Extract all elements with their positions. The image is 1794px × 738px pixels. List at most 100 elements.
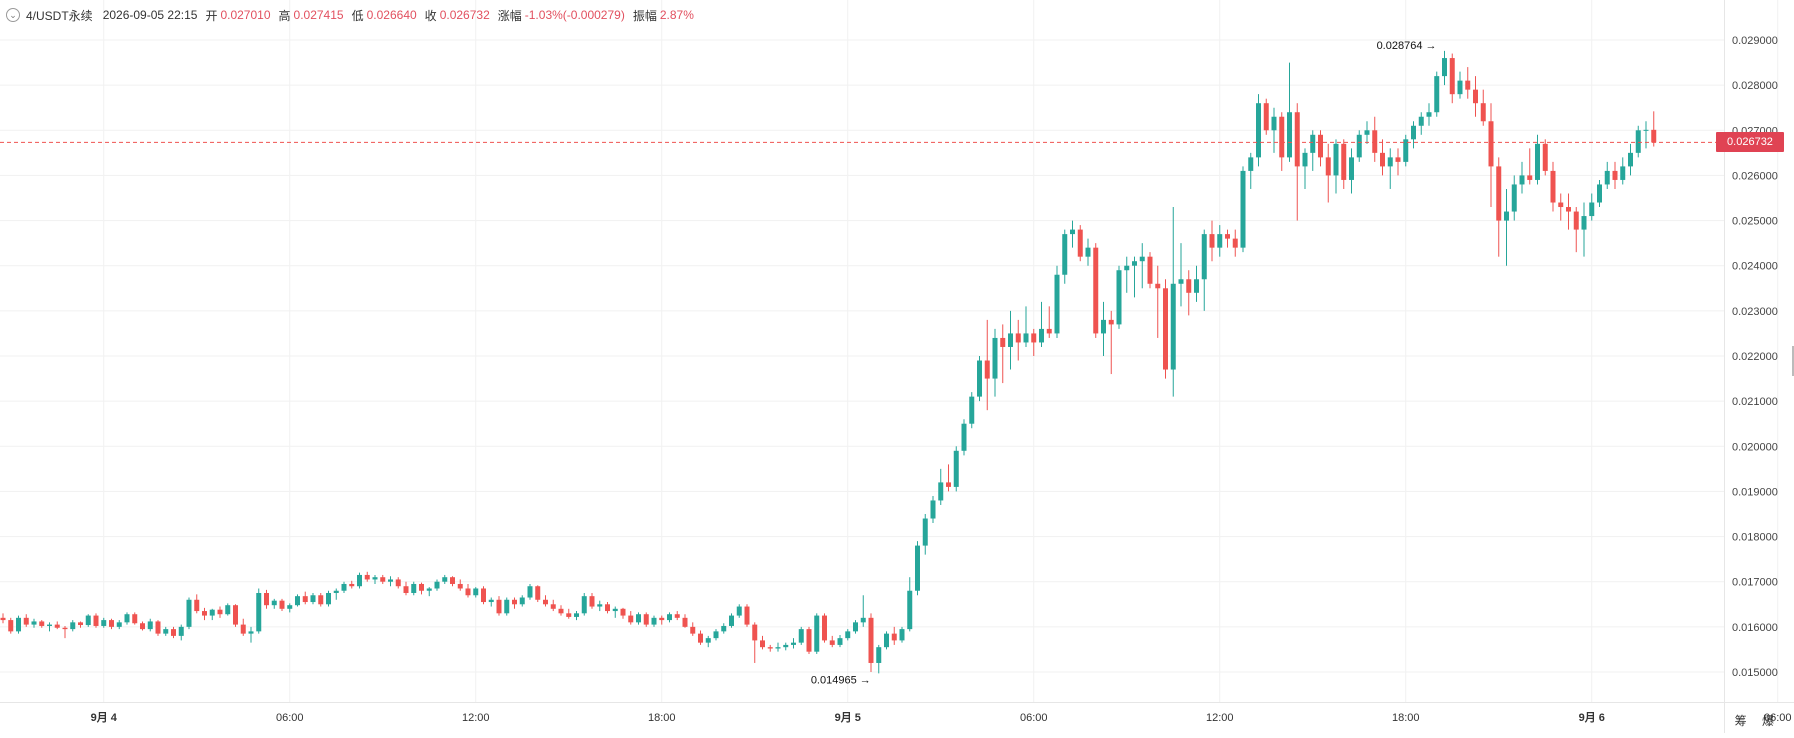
candle-body (674, 614, 680, 618)
candle (349, 580, 355, 589)
candle (1263, 98, 1269, 135)
candle-body (1124, 265, 1130, 271)
candle (938, 468, 944, 505)
candle-body (31, 621, 37, 625)
candle (116, 620, 122, 630)
low-value: 0.026640 (366, 8, 417, 22)
x-tick-label: 9月 4 (91, 711, 118, 724)
candle-body (543, 599, 548, 605)
candle-body (822, 615, 827, 641)
candle (411, 581, 417, 596)
candle (78, 621, 83, 628)
candle-body (1442, 58, 1447, 77)
candle-body (225, 605, 231, 615)
candle-body (1325, 157, 1331, 176)
candle-body (171, 629, 176, 636)
candle-body (124, 614, 130, 623)
candle-body (969, 396, 975, 424)
candle (504, 597, 510, 616)
candle (1341, 139, 1347, 189)
candle (1062, 229, 1068, 284)
candle-body (434, 581, 440, 589)
candle-body (915, 545, 920, 591)
candle-body (504, 599, 510, 614)
candle (953, 446, 959, 492)
candle-body (1294, 112, 1300, 167)
candle (0, 613, 6, 624)
candle (1139, 243, 1145, 289)
candle-body (930, 500, 936, 519)
y-tick-label: 0.022000 (1732, 351, 1778, 363)
collapse-chevron-icon[interactable]: ⌄ (6, 8, 20, 22)
candle-body (636, 614, 641, 623)
candle (124, 612, 130, 625)
candle-body (519, 597, 525, 605)
candle (388, 576, 393, 587)
x-tick-label: 9月 5 (835, 711, 861, 724)
candle (822, 613, 827, 643)
min-price-label: 0.014965 → (811, 674, 871, 686)
candle (1597, 179, 1602, 208)
candle-body (1217, 234, 1223, 248)
candle (194, 594, 200, 614)
candle-body (1232, 238, 1238, 248)
candle-body (217, 609, 223, 615)
candle (1108, 310, 1114, 375)
candle (434, 579, 440, 591)
open-label: 开 (205, 8, 218, 23)
candle (1612, 161, 1618, 189)
candle (798, 626, 804, 645)
ohlc-legend: ⌄ 4/USDT永续 2026-09-05 22:15 开 0.027010 高… (6, 6, 702, 24)
candle (1248, 152, 1254, 189)
candle-body (426, 588, 432, 591)
candle-body (1511, 184, 1517, 212)
candle-body (527, 586, 533, 598)
candle-body (791, 642, 796, 645)
candle (837, 634, 843, 648)
scroll-edge-handle[interactable] (1792, 346, 1794, 376)
candle-body (729, 615, 734, 626)
candle (1271, 107, 1277, 153)
candle (961, 419, 967, 456)
candle-body (411, 583, 417, 593)
candle-body (566, 613, 572, 617)
candle-body (1271, 116, 1277, 131)
candle (984, 319, 990, 411)
candle-body (829, 640, 835, 645)
candle (736, 604, 742, 618)
candle-body (1356, 134, 1362, 158)
candle (209, 608, 215, 621)
candle-body (922, 518, 928, 546)
candle (333, 588, 339, 600)
candle (1434, 71, 1440, 117)
candle (54, 621, 60, 630)
candle (1356, 130, 1362, 162)
candle (1372, 116, 1378, 162)
candle (814, 613, 820, 654)
candle-body (140, 623, 145, 630)
candle-body (372, 577, 378, 580)
candle (1000, 324, 1006, 384)
candle (1294, 103, 1300, 221)
candle-body (155, 621, 161, 634)
candle (806, 626, 812, 654)
candle (915, 541, 920, 596)
chip-liquidation-toggle[interactable]: 筹 爆 (1734, 714, 1780, 728)
amplitude-value: 2.87% (659, 8, 694, 22)
candle-body (1046, 328, 1052, 334)
candle-body (85, 615, 91, 626)
candle-body (558, 608, 564, 614)
candle (868, 613, 874, 672)
candle-body (1535, 143, 1540, 180)
candle (1457, 71, 1463, 99)
candle-body (783, 644, 789, 648)
candle-body (1628, 152, 1633, 167)
candle-body (240, 624, 246, 634)
candle-body (279, 600, 285, 609)
candle-body (1589, 202, 1595, 217)
candle (1403, 134, 1409, 167)
candle-body (388, 579, 393, 582)
candle (202, 607, 207, 621)
